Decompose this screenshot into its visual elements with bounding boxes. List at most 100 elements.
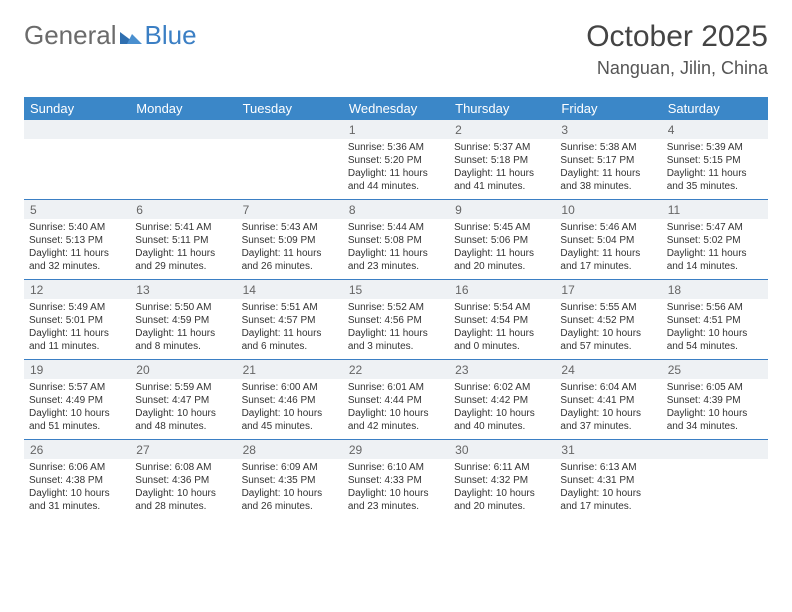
day-number: 19 xyxy=(24,360,130,379)
sunset-text: Sunset: 4:46 PM xyxy=(242,394,338,407)
day-cell: Sunrise: 5:44 AMSunset: 5:08 PMDaylight:… xyxy=(343,219,449,279)
day-number: 29 xyxy=(343,440,449,459)
calendar: SundayMondayTuesdayWednesdayThursdayFrid… xyxy=(24,97,768,519)
daylight-text: Daylight: 11 hours and 26 minutes. xyxy=(242,247,338,273)
daylight-text: Daylight: 11 hours and 6 minutes. xyxy=(242,327,338,353)
daylight-text: Daylight: 10 hours and 48 minutes. xyxy=(135,407,231,433)
daylight-text: Daylight: 11 hours and 11 minutes. xyxy=(29,327,125,353)
sunrise-text: Sunrise: 6:06 AM xyxy=(29,461,125,474)
sunrise-text: Sunrise: 5:41 AM xyxy=(135,221,231,234)
day-cell: Sunrise: 6:04 AMSunset: 4:41 PMDaylight:… xyxy=(555,379,661,439)
day-cell: Sunrise: 5:41 AMSunset: 5:11 PMDaylight:… xyxy=(130,219,236,279)
logo-text-blue: Blue xyxy=(145,20,197,51)
sunset-text: Sunset: 5:02 PM xyxy=(667,234,763,247)
day-number-row: 262728293031 xyxy=(24,440,768,459)
sunrise-text: Sunrise: 5:49 AM xyxy=(29,301,125,314)
day-number: 31 xyxy=(555,440,661,459)
logo-triangle-icon xyxy=(120,28,142,44)
dow-cell: Monday xyxy=(130,97,236,120)
day-cell: Sunrise: 5:50 AMSunset: 4:59 PMDaylight:… xyxy=(130,299,236,359)
sunset-text: Sunset: 4:36 PM xyxy=(135,474,231,487)
daylight-text: Daylight: 10 hours and 28 minutes. xyxy=(135,487,231,513)
daylight-text: Daylight: 10 hours and 57 minutes. xyxy=(560,327,656,353)
logo: General Blue xyxy=(24,20,197,51)
daylight-text: Daylight: 11 hours and 44 minutes. xyxy=(348,167,444,193)
sunrise-text: Sunrise: 6:05 AM xyxy=(667,381,763,394)
day-cell: Sunrise: 5:47 AMSunset: 5:02 PMDaylight:… xyxy=(662,219,768,279)
day-number: 8 xyxy=(343,200,449,219)
sunset-text: Sunset: 4:47 PM xyxy=(135,394,231,407)
daylight-text: Daylight: 10 hours and 34 minutes. xyxy=(667,407,763,433)
day-cell: Sunrise: 6:08 AMSunset: 4:36 PMDaylight:… xyxy=(130,459,236,519)
dow-cell: Tuesday xyxy=(237,97,343,120)
day-number-row: 567891011 xyxy=(24,200,768,219)
sunset-text: Sunset: 4:42 PM xyxy=(454,394,550,407)
day-cell xyxy=(237,139,343,199)
sunset-text: Sunset: 5:15 PM xyxy=(667,154,763,167)
sunrise-text: Sunrise: 5:44 AM xyxy=(348,221,444,234)
sunrise-text: Sunrise: 5:36 AM xyxy=(348,141,444,154)
day-cell: Sunrise: 6:01 AMSunset: 4:44 PMDaylight:… xyxy=(343,379,449,439)
daylight-text: Daylight: 11 hours and 14 minutes. xyxy=(667,247,763,273)
day-number: 25 xyxy=(662,360,768,379)
sunset-text: Sunset: 4:31 PM xyxy=(560,474,656,487)
day-cell: Sunrise: 6:09 AMSunset: 4:35 PMDaylight:… xyxy=(237,459,343,519)
daylight-text: Daylight: 10 hours and 23 minutes. xyxy=(348,487,444,513)
sunset-text: Sunset: 5:18 PM xyxy=(454,154,550,167)
day-cell: Sunrise: 6:10 AMSunset: 4:33 PMDaylight:… xyxy=(343,459,449,519)
daylight-text: Daylight: 11 hours and 35 minutes. xyxy=(667,167,763,193)
sunset-text: Sunset: 4:33 PM xyxy=(348,474,444,487)
day-cell: Sunrise: 5:37 AMSunset: 5:18 PMDaylight:… xyxy=(449,139,555,199)
sunset-text: Sunset: 4:56 PM xyxy=(348,314,444,327)
sunrise-text: Sunrise: 5:54 AM xyxy=(454,301,550,314)
sunset-text: Sunset: 4:57 PM xyxy=(242,314,338,327)
day-number: 7 xyxy=(237,200,343,219)
sunset-text: Sunset: 5:11 PM xyxy=(135,234,231,247)
day-cell: Sunrise: 5:52 AMSunset: 4:56 PMDaylight:… xyxy=(343,299,449,359)
sunset-text: Sunset: 4:49 PM xyxy=(29,394,125,407)
sunrise-text: Sunrise: 6:01 AM xyxy=(348,381,444,394)
day-number: 20 xyxy=(130,360,236,379)
day-number-row: 19202122232425 xyxy=(24,360,768,379)
daylight-text: Daylight: 11 hours and 29 minutes. xyxy=(135,247,231,273)
dow-cell: Saturday xyxy=(662,97,768,120)
sunset-text: Sunset: 4:52 PM xyxy=(560,314,656,327)
day-number: 23 xyxy=(449,360,555,379)
sunrise-text: Sunrise: 5:56 AM xyxy=(667,301,763,314)
day-number xyxy=(237,120,343,139)
day-cell xyxy=(662,459,768,519)
day-number: 30 xyxy=(449,440,555,459)
daylight-text: Daylight: 11 hours and 20 minutes. xyxy=(454,247,550,273)
sunrise-text: Sunrise: 6:08 AM xyxy=(135,461,231,474)
day-number-row: 1234 xyxy=(24,120,768,139)
day-number xyxy=(662,440,768,459)
day-number: 26 xyxy=(24,440,130,459)
day-number: 9 xyxy=(449,200,555,219)
day-cell xyxy=(130,139,236,199)
daylight-text: Daylight: 11 hours and 38 minutes. xyxy=(560,167,656,193)
daylight-text: Daylight: 11 hours and 0 minutes. xyxy=(454,327,550,353)
sunset-text: Sunset: 5:17 PM xyxy=(560,154,656,167)
day-cell: Sunrise: 6:02 AMSunset: 4:42 PMDaylight:… xyxy=(449,379,555,439)
day-cell xyxy=(24,139,130,199)
dow-cell: Friday xyxy=(555,97,661,120)
day-cell: Sunrise: 5:38 AMSunset: 5:17 PMDaylight:… xyxy=(555,139,661,199)
sunset-text: Sunset: 4:59 PM xyxy=(135,314,231,327)
sunrise-text: Sunrise: 5:37 AM xyxy=(454,141,550,154)
day-number: 11 xyxy=(662,200,768,219)
day-number: 17 xyxy=(555,280,661,299)
day-number: 12 xyxy=(24,280,130,299)
day-cell: Sunrise: 5:46 AMSunset: 5:04 PMDaylight:… xyxy=(555,219,661,279)
sunrise-text: Sunrise: 6:02 AM xyxy=(454,381,550,394)
sunrise-text: Sunrise: 5:40 AM xyxy=(29,221,125,234)
day-cell: Sunrise: 5:57 AMSunset: 4:49 PMDaylight:… xyxy=(24,379,130,439)
week-body-row: Sunrise: 5:57 AMSunset: 4:49 PMDaylight:… xyxy=(24,379,768,440)
days-of-week-header: SundayMondayTuesdayWednesdayThursdayFrid… xyxy=(24,97,768,120)
sunrise-text: Sunrise: 6:10 AM xyxy=(348,461,444,474)
daylight-text: Daylight: 11 hours and 32 minutes. xyxy=(29,247,125,273)
daylight-text: Daylight: 10 hours and 20 minutes. xyxy=(454,487,550,513)
sunrise-text: Sunrise: 6:04 AM xyxy=(560,381,656,394)
day-cell: Sunrise: 5:54 AMSunset: 4:54 PMDaylight:… xyxy=(449,299,555,359)
month-title: October 2025 xyxy=(586,20,768,54)
day-cell: Sunrise: 5:49 AMSunset: 5:01 PMDaylight:… xyxy=(24,299,130,359)
